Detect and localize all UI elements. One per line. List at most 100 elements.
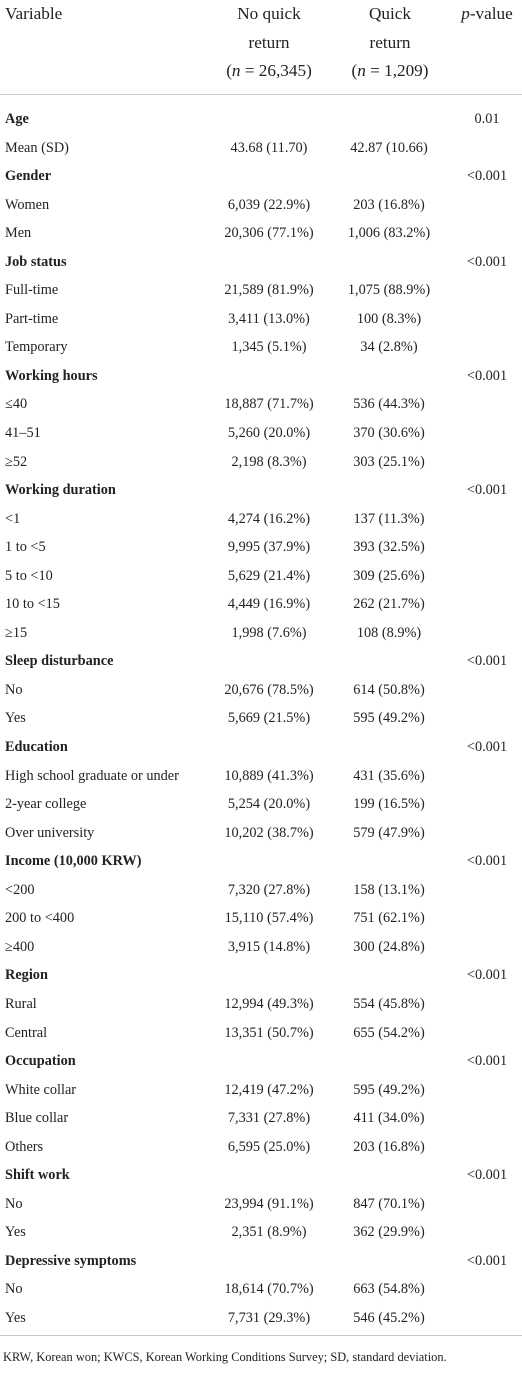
table-row: Temporary 1,345 (5.1%) 34 (2.8%) — [0, 333, 522, 362]
table-row: ≥400 3,915 (14.8%) 300 (24.8%) — [0, 933, 522, 962]
table-section-row: Working duration <0.001 — [0, 476, 522, 505]
header-variable-label: Variable — [5, 4, 63, 23]
header-no-quick-return: No quick return (n = 26,345) — [208, 0, 330, 86]
cell-no-quick-return: 4,449 (16.9%) — [227, 596, 311, 613]
cell-variable: Mean (SD) — [5, 139, 69, 156]
cell-variable: Yes — [5, 1309, 26, 1326]
cell-no-quick-return: 7,331 (27.8%) — [227, 1110, 311, 1127]
cell-quick-return: 309 (25.6%) — [353, 567, 425, 584]
cell-quick-return: 42.87 (10.66) — [350, 139, 428, 156]
table-section-row: Depressive symptoms <0.001 — [0, 1247, 522, 1276]
table-section-row: Gender <0.001 — [0, 162, 522, 191]
cell-no-quick-return: 1,998 (7.6%) — [231, 624, 307, 641]
table-row: High school graduate or under 10,889 (41.… — [0, 762, 522, 791]
cell-variable: Job status — [5, 253, 67, 270]
table-section-row: Job status <0.001 — [0, 248, 522, 277]
table-row: Others 6,595 (25.0%) 203 (16.8%) — [0, 1133, 522, 1162]
cell-quick-return: 431 (35.6%) — [353, 767, 425, 784]
cell-variable: ≥400 — [5, 938, 35, 955]
cell-variable: Yes — [5, 1224, 26, 1241]
cell-variable: 41–51 — [5, 425, 41, 442]
table-row: Men 20,306 (77.1%) 1,006 (83.2%) — [0, 219, 522, 248]
cell-p-value: <0.001 — [466, 1252, 508, 1269]
header-p-value: p-value — [452, 0, 522, 29]
table-section-row: Occupation <0.001 — [0, 1047, 522, 1076]
cell-quick-return: 595 (49.2%) — [353, 1081, 425, 1098]
cell-variable: Others — [5, 1138, 44, 1155]
cell-no-quick-return: 3,411 (13.0%) — [228, 310, 310, 327]
table-row: Full-time 21,589 (81.9%) 1,075 (88.9%) — [0, 276, 522, 305]
table-section-row: Education <0.001 — [0, 733, 522, 762]
cell-quick-return: 108 (8.9%) — [356, 624, 422, 641]
cell-no-quick-return: 43.68 (11.70) — [230, 139, 308, 156]
cell-p-value: <0.001 — [466, 739, 508, 756]
cell-variable: Age — [5, 111, 29, 127]
table-row: ≤40 18,887 (71.7%) 536 (44.3%) — [0, 390, 522, 419]
cell-quick-return: 663 (54.8%) — [353, 1281, 425, 1298]
header-quick-return: Quick return (n = 1,209) — [334, 0, 446, 86]
cell-variable: No — [5, 1281, 23, 1298]
cell-no-quick-return: 5,669 (21.5%) — [227, 710, 311, 727]
cell-variable: Full-time — [5, 282, 59, 299]
cell-variable: 5 to <10 — [5, 567, 53, 584]
cell-quick-return: 303 (25.1%) — [353, 453, 425, 470]
cell-variable: ≤40 — [5, 396, 28, 413]
cell-quick-return: 546 (45.2%) — [353, 1309, 425, 1326]
table-row: Yes 2,351 (8.9%) 362 (29.9%) — [0, 1218, 522, 1247]
cell-variable: ≥52 — [5, 453, 28, 470]
cell-variable: <1 — [5, 510, 21, 527]
cell-no-quick-return: 5,629 (21.4%) — [227, 567, 311, 584]
cell-quick-return: 1,006 (83.2%) — [347, 225, 431, 242]
table-row: Part-time 3,411 (13.0%) 100 (8.3%) — [0, 305, 522, 334]
table-body: Age 0.01 Mean (SD) 43.68 (11.70) 42.87 (10.6… — [0, 105, 522, 1333]
table-row: 2-year college 5,254 (20.0%) 199 (16.5%) — [0, 790, 522, 819]
cell-no-quick-return: 6,039 (22.9%) — [227, 196, 311, 213]
cell-variable: 200 to <400 — [5, 910, 75, 927]
cell-quick-return: 262 (21.7%) — [353, 596, 425, 613]
table-footnote: KRW, Korean won; KWCS, Korean Working Co… — [0, 1335, 522, 1366]
table-header: Variable No quick return (n = 26,345) Qu… — [0, 0, 522, 95]
header-quick-n-prefix: ( — [351, 61, 358, 80]
cell-quick-return: 203 (16.8%) — [353, 1138, 425, 1155]
cell-variable: Over university — [5, 824, 95, 841]
table-row: Central 13,351 (50.7%) 655 (54.2%) — [0, 1019, 522, 1048]
table-row: Mean (SD) 43.68 (11.70) 42.87 (10.66) — [0, 134, 522, 163]
cell-quick-return: 137 (11.3%) — [353, 510, 425, 527]
table-row: 200 to <400 15,110 (57.4%) 751 (62.1%) — [0, 904, 522, 933]
header-no-quick-line2: return — [248, 32, 290, 52]
header-quick-n-rest: = 1,209) — [365, 61, 429, 80]
cell-p-value: <0.001 — [466, 253, 508, 270]
cell-variable: Income (10,000 KRW) — [5, 853, 142, 870]
cell-quick-return: 393 (32.5%) — [353, 539, 425, 556]
cell-no-quick-return: 2,351 (8.9%) — [231, 1224, 307, 1241]
cell-variable: Women — [5, 196, 50, 213]
cell-quick-return: 614 (50.8%) — [353, 681, 425, 698]
cell-no-quick-return: 15,110 (57.4%) — [224, 910, 314, 927]
header-no-quick-n-var: n — [231, 61, 241, 80]
cell-p-value: <0.001 — [466, 367, 508, 384]
header-no-quick-n-rest: = 26,345) — [240, 61, 312, 80]
cell-quick-return: 751 (62.1%) — [353, 910, 425, 927]
cell-variable: Blue collar — [5, 1110, 69, 1127]
cell-no-quick-return: 12,994 (49.3%) — [224, 995, 314, 1012]
header-no-quick-line1: No quick — [237, 4, 301, 23]
cell-no-quick-return: 4,274 (16.2%) — [227, 510, 311, 527]
table-section-row: Age 0.01 — [0, 105, 522, 134]
table-row: No 23,994 (91.1%) 847 (70.1%) — [0, 1190, 522, 1219]
cell-p-value: <0.001 — [466, 1053, 508, 1070]
cell-quick-return: 1,075 (88.9%) — [347, 282, 431, 299]
cell-quick-return: 655 (54.2%) — [353, 1024, 425, 1041]
cell-quick-return: 203 (16.8%) — [353, 196, 425, 213]
cell-no-quick-return: 7,731 (29.3%) — [227, 1309, 311, 1326]
cell-no-quick-return: 18,614 (70.7%) — [224, 1281, 314, 1298]
table-section-row: Working hours <0.001 — [0, 362, 522, 391]
header-no-quick-n: (n = 26,345) — [208, 57, 330, 86]
cell-no-quick-return: 23,994 (91.1%) — [224, 1195, 314, 1212]
cell-variable: Gender — [5, 168, 52, 185]
cell-no-quick-return: 6,595 (25.0%) — [227, 1138, 311, 1155]
table-row: 5 to <10 5,629 (21.4%) 309 (25.6%) — [0, 562, 522, 591]
table-section-row: Income (10,000 KRW) <0.001 — [0, 847, 522, 876]
cell-quick-return: 411 (34.0%) — [353, 1110, 425, 1127]
cell-no-quick-return: 20,306 (77.1%) — [224, 225, 314, 242]
